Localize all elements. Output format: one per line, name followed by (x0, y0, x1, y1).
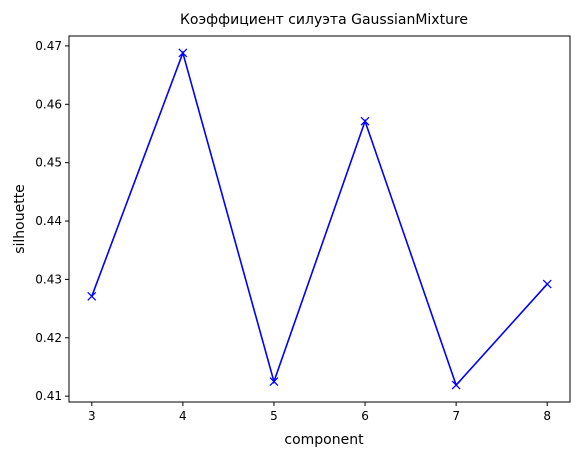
x-tick-label: 3 (88, 409, 96, 423)
x-tick-label: 6 (361, 409, 369, 423)
data-point (269, 377, 279, 387)
chart-title: Коэффициент силуэта GaussianMixture (180, 12, 468, 28)
y-axis: 0.41 0.42 0.43 0.44 0.45 0.46 0.47 (35, 39, 69, 403)
data-point (451, 380, 461, 390)
y-tick-label: 0.42 (35, 331, 62, 345)
data-point (542, 279, 552, 289)
y-tick-label: 0.45 (35, 156, 62, 170)
y-tick-label: 0.46 (35, 97, 62, 111)
y-tick-label: 0.44 (35, 214, 62, 228)
data-point (178, 48, 188, 58)
data-point (360, 116, 370, 126)
x-tick-label: 7 (452, 409, 460, 423)
series-layer (87, 48, 552, 390)
x-tick-label: 5 (270, 409, 278, 423)
x-tick-label: 4 (179, 409, 187, 423)
y-tick-label: 0.43 (35, 272, 62, 286)
y-tick-label: 0.47 (35, 39, 62, 53)
x-tick-label: 8 (543, 409, 551, 423)
series-line-0 (91, 50, 548, 387)
y-tick-label: 0.41 (35, 389, 62, 403)
y-axis-title: silhouette (12, 184, 28, 254)
x-axis-title: component (284, 432, 364, 448)
plot-frame (68, 35, 571, 403)
data-point (87, 291, 97, 301)
x-axis: 3 4 5 6 7 8 (88, 402, 551, 423)
